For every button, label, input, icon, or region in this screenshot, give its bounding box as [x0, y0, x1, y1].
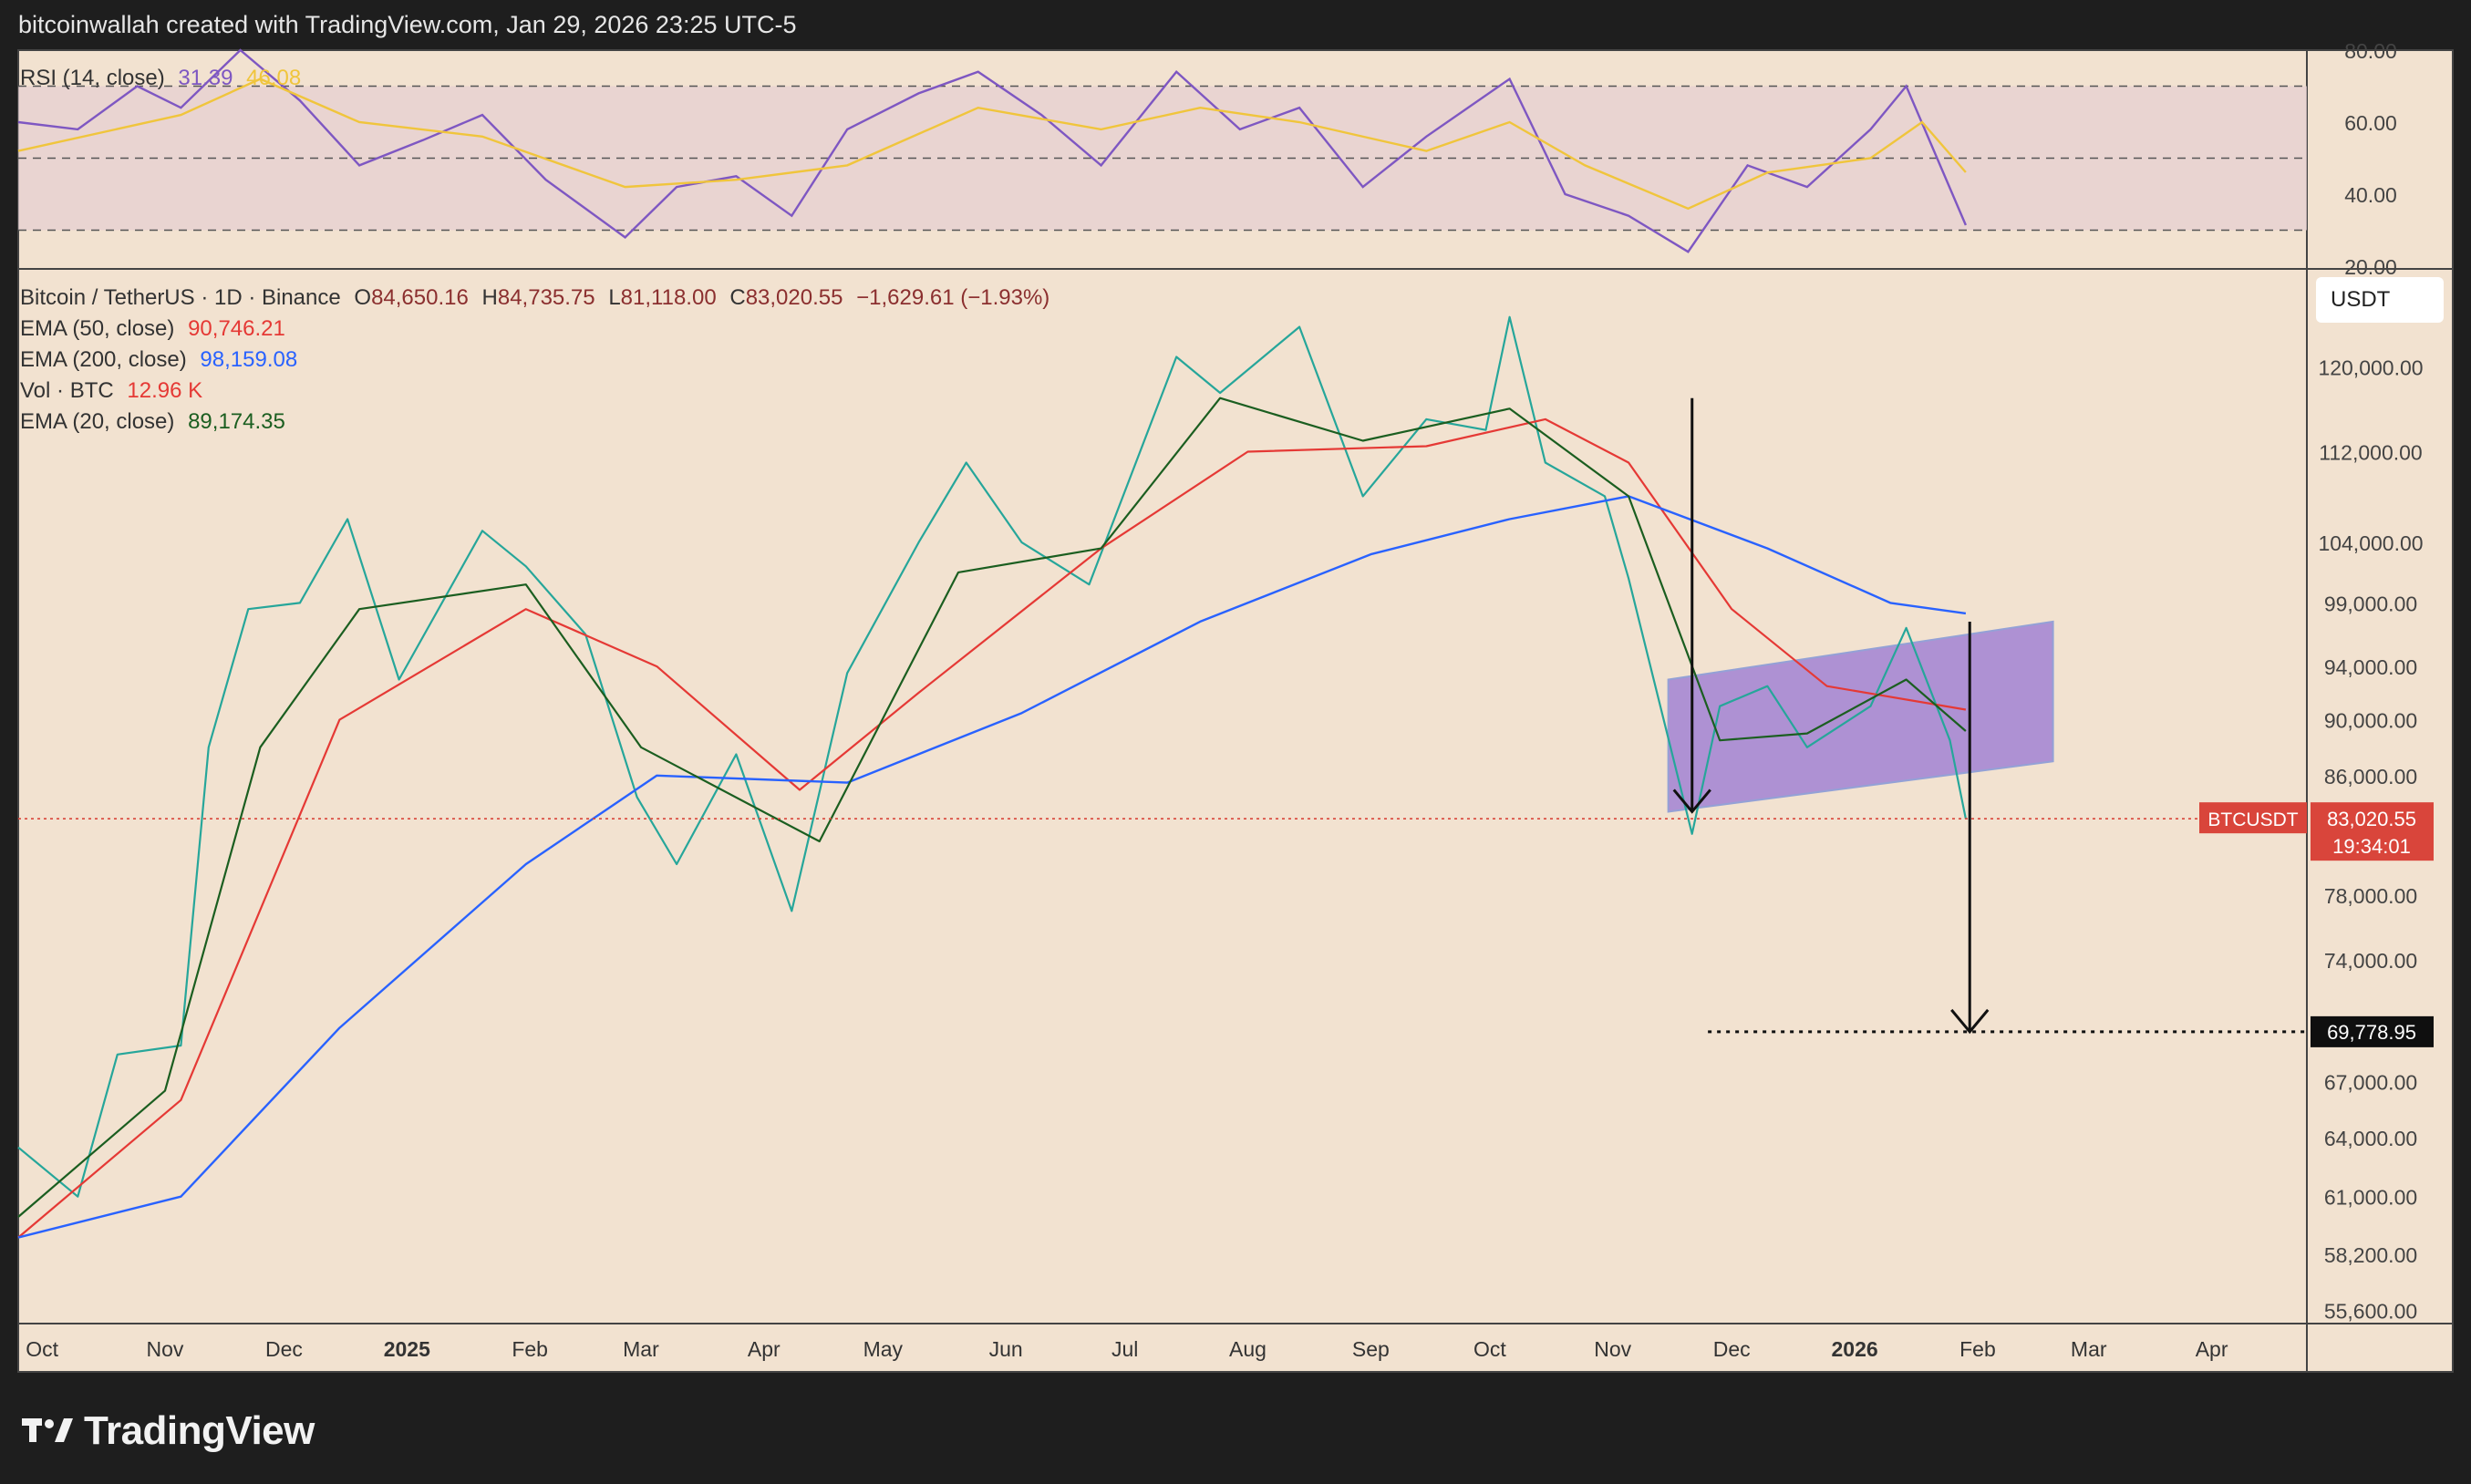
- time-axis-label: 2026: [1832, 1337, 1878, 1361]
- time-axis-label: Feb: [512, 1337, 548, 1361]
- time-axis-label: Jun: [989, 1337, 1023, 1361]
- volume-label: Vol · BTC: [20, 378, 114, 403]
- chart-frame: [17, 49, 2454, 1373]
- symbol-title: Bitcoin / TetherUS · 1D · Binance: [20, 285, 341, 310]
- time-axis-label: Sep: [1352, 1337, 1390, 1361]
- series-line-2: [17, 495, 1967, 1239]
- measured-move-arrowhead-0: [1672, 788, 1711, 814]
- price-axis-label: 120,000.00: [2318, 356, 2423, 380]
- tradingview-logo[interactable]: TradingView: [20, 1404, 315, 1458]
- ema200-label: EMA (200, close): [20, 347, 187, 372]
- currency-button[interactable]: USDT: [2316, 277, 2444, 323]
- rsi-legend-value: 31.39: [178, 66, 233, 90]
- rsi-legend: RSI (14, close) 31.39 46.08: [20, 66, 308, 91]
- price-axis-label: 61,000.00: [2324, 1186, 2417, 1210]
- price-tag-countdown: 19:34:01: [2332, 835, 2411, 858]
- ohlc-change: −1,629.61 (−1.93%): [856, 285, 1050, 310]
- time-axis-label: Feb: [1959, 1337, 1996, 1361]
- price-axis-label: 74,000.00: [2324, 949, 2417, 973]
- ohlc-h-label: H: [481, 285, 498, 310]
- rsi-axis-label: 80.00: [2344, 39, 2397, 63]
- ohlc-low: 81,118.00: [620, 285, 717, 310]
- ema20-legend: EMA (20, close) 89,174.35: [20, 409, 293, 435]
- chart-credit: bitcoinwallah created with TradingView.c…: [18, 11, 797, 38]
- measured-move-arrowhead-1: [1950, 1008, 1990, 1035]
- time-axis-label: Oct: [26, 1337, 58, 1361]
- ema20-value: 89,174.35: [188, 409, 285, 434]
- rsi-series-ma: [17, 77, 1967, 211]
- ohlc-o-label: O: [354, 285, 372, 310]
- ohlc-l-label: L: [608, 285, 621, 310]
- price-axis-label: 86,000.00: [2324, 765, 2417, 788]
- rsi-legend-ma-value: 46.08: [246, 66, 302, 90]
- ema50-legend: EMA (50, close) 90,746.21: [20, 316, 293, 342]
- price-axis-label: 99,000.00: [2324, 592, 2417, 615]
- time-axis-label: Oct: [1473, 1337, 1506, 1361]
- time-axis-label: Apr: [748, 1337, 781, 1361]
- price-axis-label: 94,000.00: [2324, 655, 2417, 679]
- series-line-3: [17, 397, 1967, 1218]
- ohlc-high: 84,735.75: [497, 285, 595, 310]
- target-price-text: 69,778.95: [2327, 1021, 2416, 1044]
- time-axis-label: Dec: [265, 1337, 303, 1361]
- target-price-tag: [2311, 1015, 2434, 1047]
- price-axis-panel: [2307, 50, 2453, 1372]
- symbol-tag-text: BTCUSDT: [2207, 809, 2298, 830]
- volume-value: 12.96 K: [127, 378, 203, 403]
- time-axis-label: 2025: [384, 1337, 430, 1361]
- ema200-value: 98,159.08: [200, 347, 298, 372]
- ohlc-c-label: C: [729, 285, 746, 310]
- symbol-legend: Bitcoin / TetherUS · 1D · Binance O84,65…: [20, 285, 1057, 311]
- time-axis-label: Apr: [2196, 1337, 2228, 1361]
- time-axis-label: Nov: [147, 1337, 184, 1361]
- time-axis-label: Jul: [1111, 1337, 1138, 1361]
- rsi-axis-label: 20.00: [2344, 255, 2397, 279]
- time-axis-label: May: [863, 1337, 904, 1361]
- symbol-tag: [2199, 802, 2307, 834]
- rsi-axis-label: 40.00: [2344, 183, 2397, 207]
- rsi-axis-label: 60.00: [2344, 111, 2397, 135]
- ohlc-open: 84,650.16: [371, 285, 469, 310]
- price-axis-label: 67,000.00: [2324, 1071, 2417, 1095]
- price-axis-label: 58,200.00: [2324, 1243, 2417, 1267]
- time-axis-label: Nov: [1594, 1337, 1631, 1361]
- ema50-label: EMA (50, close): [20, 316, 175, 341]
- volume-legend: Vol · BTC 12.96 K: [20, 378, 210, 404]
- rsi-legend-label: RSI (14, close): [20, 66, 165, 90]
- price-axis-label: 112,000.00: [2319, 440, 2422, 464]
- time-axis-label: Dec: [1713, 1337, 1751, 1361]
- ohlc-close: 83,020.55: [745, 285, 843, 310]
- price-tag-value: 83,020.55: [2327, 808, 2416, 830]
- price-axis-label: 90,000.00: [2324, 709, 2417, 733]
- tradingview-logo-icon: [20, 1413, 75, 1449]
- price-tag: [2311, 802, 2434, 861]
- time-axis-label: Aug: [1229, 1337, 1267, 1361]
- price-axis-label: 104,000.00: [2318, 531, 2423, 555]
- ema50-value: 90,746.21: [188, 316, 285, 341]
- price-axis-label: 55,600.00: [2324, 1299, 2417, 1323]
- price-axis-label: 78,000.00: [2324, 884, 2417, 908]
- ema200-legend: EMA (200, close) 98,159.08: [20, 347, 305, 373]
- tradingview-brand: TradingView: [84, 1408, 315, 1453]
- time-axis-label: Mar: [623, 1337, 659, 1361]
- time-axis-label: Mar: [2071, 1337, 2107, 1361]
- ema20-label: EMA (20, close): [20, 409, 175, 434]
- header-bar: bitcoinwallah created with TradingView.c…: [0, 0, 2471, 55]
- series-line-0: [17, 315, 1967, 1198]
- ascending-channel: [1667, 620, 2054, 813]
- price-axis-label: 64,000.00: [2324, 1127, 2417, 1150]
- rsi-series-rsi: [17, 48, 1968, 253]
